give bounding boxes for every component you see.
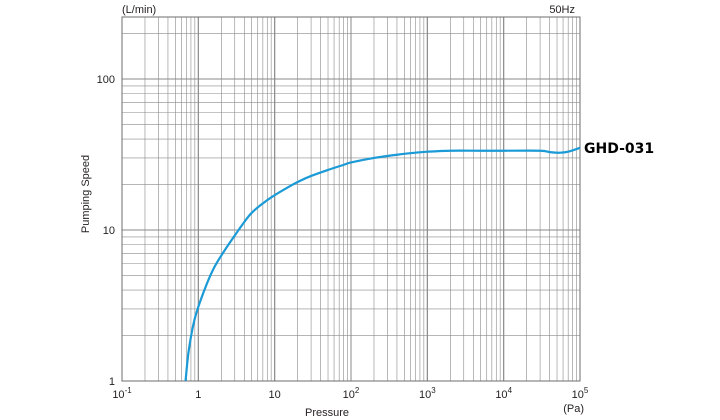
x-tick-label: 104 (495, 386, 512, 401)
y-unit-label: (L/min) (122, 4, 156, 16)
x-axis-label: Pressure (305, 407, 349, 419)
y-tick-label: 1 (109, 376, 115, 388)
x-tick-label: 10 (269, 389, 281, 401)
series-label: GHD-031 (584, 141, 654, 157)
y-tick-label: 100 (97, 74, 115, 86)
series-layer: GHD-031 (184, 141, 654, 382)
x-tick-label: 1 (195, 389, 201, 401)
x-tick-label: 103 (419, 386, 436, 401)
x-unit-label: (Pa) (563, 403, 584, 415)
x-tick-label: 102 (343, 386, 360, 401)
x-tick-label: 10-1 (112, 386, 132, 401)
series-line-ghd-031 (184, 146, 581, 382)
y-tick-label: 10 (103, 225, 115, 237)
grid (121, 16, 581, 382)
plot-frame (121, 16, 581, 382)
x-tick-label: 105 (572, 386, 589, 401)
frequency-label: 50Hz (549, 4, 575, 16)
y-axis-label: Pumping Speed (80, 155, 92, 233)
